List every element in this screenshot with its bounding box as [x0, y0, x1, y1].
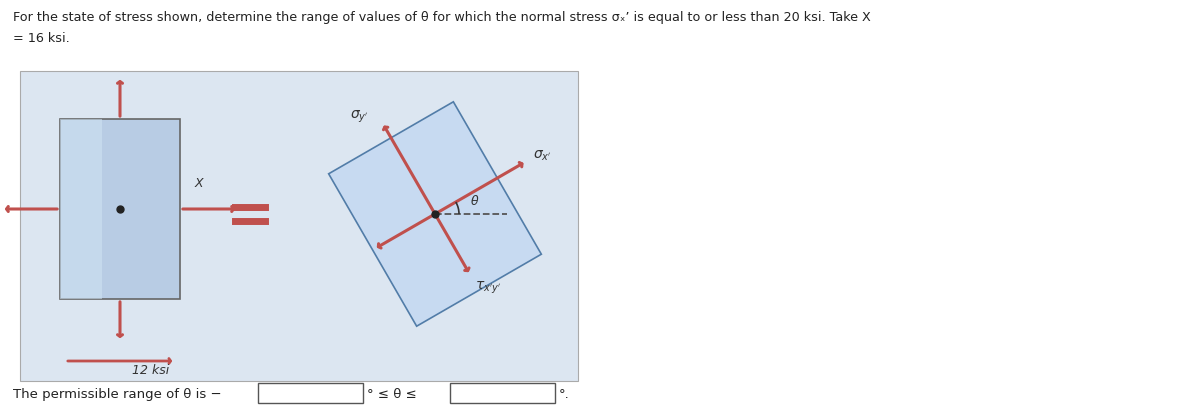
Polygon shape — [329, 102, 541, 326]
Bar — [20, 71, 578, 381]
Bar — [450, 383, 554, 403]
Text: ° ≤ θ ≤: ° ≤ θ ≤ — [367, 388, 416, 401]
Text: X: X — [194, 177, 204, 190]
Text: $\tau_{x'y'}$: $\tau_{x'y'}$ — [475, 280, 502, 296]
Text: θ: θ — [470, 195, 479, 208]
Text: $\sigma_{y'}$: $\sigma_{y'}$ — [350, 109, 370, 126]
Bar — [60, 119, 180, 299]
Text: 12 ksi: 12 ksi — [132, 364, 169, 377]
Bar — [60, 119, 102, 299]
Text: °.: °. — [559, 388, 570, 401]
Text: = 16 ksi.: = 16 ksi. — [13, 32, 70, 45]
Text: For the state of stress shown, determine the range of values of θ for which the : For the state of stress shown, determine… — [13, 11, 871, 24]
Bar — [258, 383, 364, 403]
Text: The permissible range of θ is −: The permissible range of θ is − — [13, 388, 222, 401]
Text: $\sigma_{x'}$: $\sigma_{x'}$ — [533, 148, 552, 163]
